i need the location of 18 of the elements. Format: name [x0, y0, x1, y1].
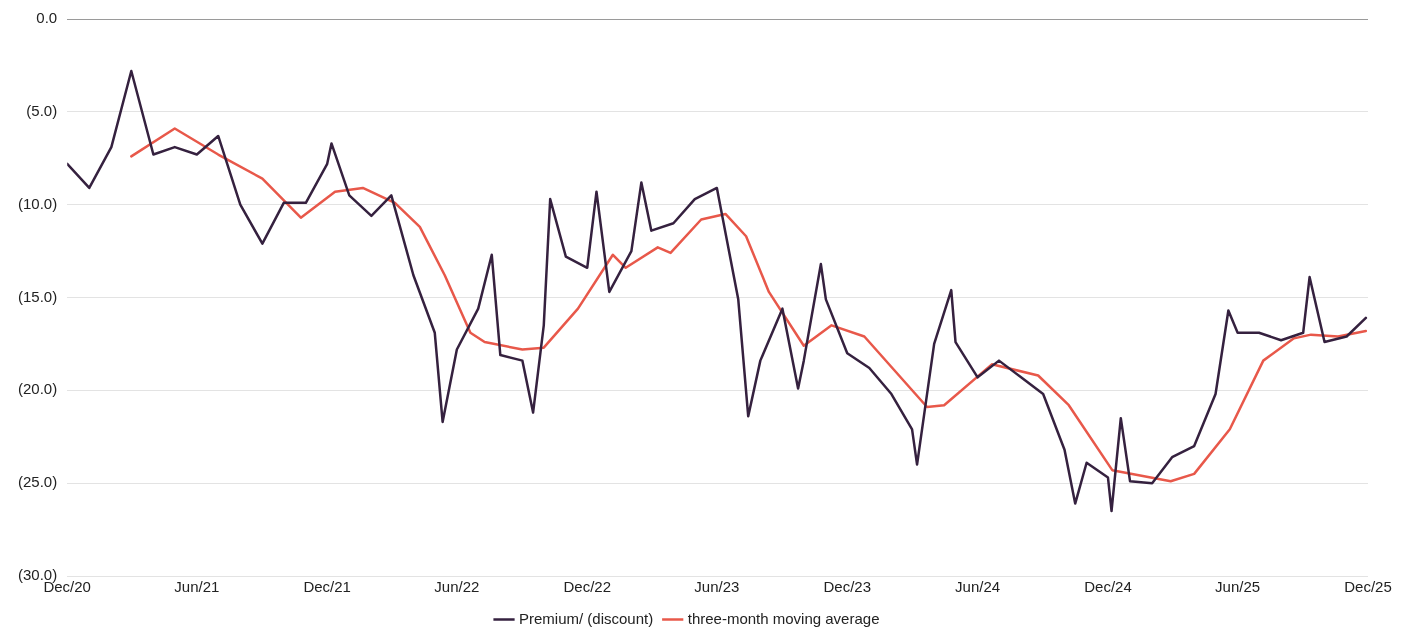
y-tick-label: (25.0) — [18, 473, 58, 491]
x-tick-label: Jun/24 — [955, 578, 1001, 596]
y-tick-label: (5.0) — [26, 101, 58, 119]
x-tick-label: Dec/25 — [1344, 578, 1392, 596]
y-tick-label: (10.0) — [18, 194, 58, 212]
x-tick-label: Dec/22 — [563, 578, 611, 596]
x-tick-label: Dec/21 — [303, 578, 351, 596]
x-tick-label: Dec/23 — [823, 578, 872, 596]
x-tick-label: Dec/24 — [1084, 578, 1132, 596]
x-tick-label: Jun/23 — [694, 578, 740, 596]
x-tick-label: Jun/25 — [1215, 578, 1261, 596]
y-tick-label: (20.0) — [18, 380, 58, 398]
legend-label: three-month moving average — [687, 609, 880, 627]
legend-label: Premium/ (discount) — [519, 609, 654, 627]
x-tick-label: Jun/21 — [174, 578, 220, 596]
y-tick-label: (15.0) — [18, 287, 58, 305]
x-tick-label: Jun/22 — [434, 578, 480, 596]
y-tick-label: 0.0 — [36, 9, 58, 27]
